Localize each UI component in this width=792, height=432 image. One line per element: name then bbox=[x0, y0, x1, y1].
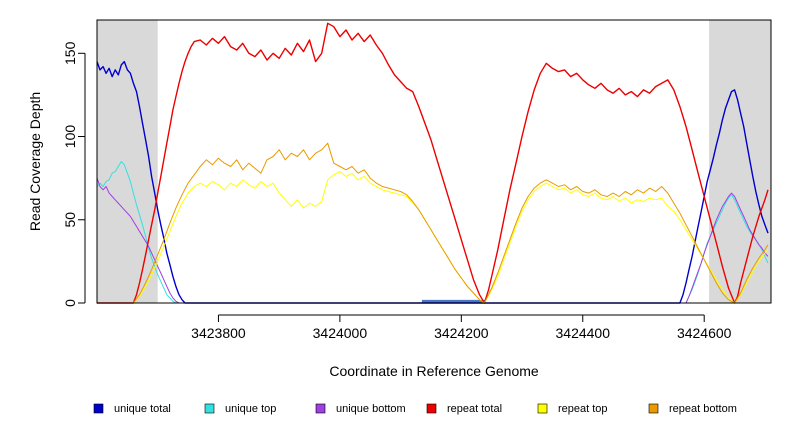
legend-swatch bbox=[204, 403, 215, 414]
shaded-regions bbox=[97, 20, 771, 303]
x-tick-label: 3424600 bbox=[677, 325, 732, 341]
series-line-repeat-bottom bbox=[97, 142, 769, 304]
y-tick-label: 100 bbox=[62, 125, 78, 149]
x-tick-label: 3424400 bbox=[556, 325, 611, 341]
series-line-unique-total bbox=[96, 60, 769, 304]
y-tick-label: 150 bbox=[62, 41, 78, 65]
x-tick-label: 3423800 bbox=[191, 325, 246, 341]
legend-swatch bbox=[426, 403, 437, 414]
x-tick-label: 3424000 bbox=[313, 325, 368, 341]
legend-swatch bbox=[648, 403, 659, 414]
legend-label: unique top bbox=[225, 403, 276, 415]
x-axis-label: Coordinate in Reference Genome bbox=[329, 363, 539, 379]
legend-label: repeat top bbox=[558, 403, 608, 415]
x-tick-label: 3424200 bbox=[434, 325, 489, 341]
legend-swatch bbox=[315, 403, 326, 414]
y-axis-label: Read Coverage Depth bbox=[27, 92, 43, 231]
legend-label: repeat bottom bbox=[669, 403, 737, 415]
plot-frame bbox=[96, 19, 772, 304]
legend-swatch bbox=[537, 403, 548, 414]
series-line-unique-bottom bbox=[96, 177, 769, 304]
legend: unique total unique top unique bottom repea… bbox=[93, 403, 737, 415]
y-tick-label: 50 bbox=[62, 212, 78, 228]
shaded-region-1 bbox=[97, 20, 158, 303]
shaded-region-2 bbox=[709, 20, 771, 303]
legend-label: unique total bbox=[114, 403, 171, 415]
y-tick-label: 0 bbox=[62, 299, 78, 307]
legend-swatch bbox=[93, 403, 104, 414]
series-lines bbox=[96, 22, 769, 304]
series-line-repeat-total bbox=[97, 22, 769, 304]
legend-label: unique bottom bbox=[336, 403, 406, 415]
series-line-repeat-top bbox=[97, 171, 769, 304]
legend-label: repeat total bbox=[447, 403, 502, 415]
y-axis: 0 50 100 150 bbox=[62, 41, 86, 307]
x-axis: 3423800 3424000 3424200 3424400 3424600 bbox=[191, 314, 732, 341]
